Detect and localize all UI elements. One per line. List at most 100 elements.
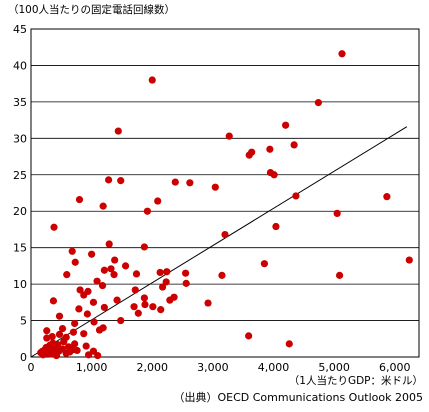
plot-frame [30, 28, 420, 358]
data-point [266, 168, 275, 177]
data-point [245, 151, 253, 159]
data-point [148, 76, 156, 84]
data-point [272, 222, 280, 231]
data-points [37, 50, 413, 360]
x-axis-ticks: 0 1,000 2,000 3,000 4,000 5,000 6,000 [28, 361, 411, 374]
data-point [69, 328, 78, 336]
data-point [156, 268, 164, 277]
data-point [63, 271, 71, 279]
data-point [60, 338, 68, 346]
data-point [132, 270, 141, 278]
data-point [80, 330, 88, 338]
y-axis-label: （100人当たりの固定電話回線数） [8, 4, 176, 16]
data-point [140, 243, 148, 251]
data-point [93, 277, 101, 285]
data-point [181, 269, 190, 277]
data-point [143, 207, 151, 215]
data-point [43, 327, 51, 335]
data-point [71, 340, 79, 348]
data-point [141, 300, 149, 309]
y-tick-label: 10 [13, 278, 27, 291]
x-tick-label: 2,000 [137, 361, 169, 374]
x-tick-label: 1,000 [76, 361, 108, 374]
x-tick-label: 4,000 [258, 361, 290, 374]
data-point [171, 178, 179, 186]
x-tick-label: 6,000 [379, 361, 411, 374]
data-point [149, 303, 157, 311]
data-point [107, 265, 115, 273]
x-tick-label: 3,000 [197, 361, 229, 374]
data-point [383, 193, 391, 201]
y-tick-label: 0 [20, 351, 27, 364]
x-tick-label: 5,000 [318, 361, 350, 374]
data-point [52, 351, 61, 360]
data-point [166, 296, 174, 304]
data-point [211, 183, 219, 191]
y-tick-label: 35 [13, 96, 27, 109]
data-point [100, 303, 108, 312]
source-note: （出典）OECD Communications Outlook 2005 [173, 391, 423, 404]
data-point [55, 330, 64, 339]
data-point [204, 299, 212, 307]
data-point [225, 132, 233, 140]
data-point [100, 266, 108, 274]
data-point [292, 192, 300, 200]
data-point [158, 283, 167, 291]
data-point [131, 286, 139, 294]
y-tick-label: 25 [13, 169, 27, 182]
data-point [71, 319, 79, 328]
data-point [338, 50, 346, 58]
data-point [113, 296, 121, 304]
data-point [58, 324, 67, 333]
y-tick-label: 15 [13, 242, 27, 255]
data-point [49, 339, 57, 347]
data-point [68, 247, 76, 255]
grid-lines [31, 65, 419, 321]
x-axis-label: （1人当たりGDP：米ドル） [288, 375, 423, 387]
data-point [285, 340, 293, 348]
x-tick-label: 0 [28, 361, 35, 374]
data-point [111, 256, 119, 264]
data-point [55, 312, 64, 320]
y-tick-label: 45 [13, 23, 27, 36]
data-point [83, 310, 91, 318]
data-point [105, 240, 113, 248]
data-point [80, 291, 88, 299]
data-point [154, 197, 162, 205]
data-point [75, 305, 83, 313]
data-point [130, 303, 138, 311]
data-point [162, 278, 170, 286]
data-point [140, 294, 148, 302]
data-point [50, 223, 58, 231]
data-point [157, 306, 165, 314]
data-point [94, 351, 102, 360]
data-point [88, 250, 96, 258]
data-point [121, 262, 130, 270]
data-point [48, 332, 56, 341]
data-point [49, 297, 58, 305]
y-tick-label: 20 [13, 205, 27, 218]
data-point [266, 145, 274, 153]
y-tick-label: 30 [13, 132, 27, 145]
data-point [260, 260, 269, 268]
data-point [105, 176, 113, 184]
data-point [95, 326, 104, 334]
data-point [99, 202, 107, 210]
data-point [335, 271, 344, 279]
data-point [71, 258, 79, 266]
data-point [221, 230, 229, 239]
data-point [114, 127, 122, 135]
y-tick-label: 5 [20, 315, 27, 328]
y-tick-label: 40 [13, 59, 27, 72]
data-point [117, 316, 125, 325]
data-point [134, 309, 142, 317]
data-point [163, 268, 171, 276]
data-point [182, 279, 190, 287]
data-point [98, 281, 107, 290]
data-point [75, 195, 84, 204]
data-point [218, 271, 226, 279]
data-point [73, 346, 81, 355]
data-point [186, 179, 194, 187]
data-point [290, 141, 298, 149]
